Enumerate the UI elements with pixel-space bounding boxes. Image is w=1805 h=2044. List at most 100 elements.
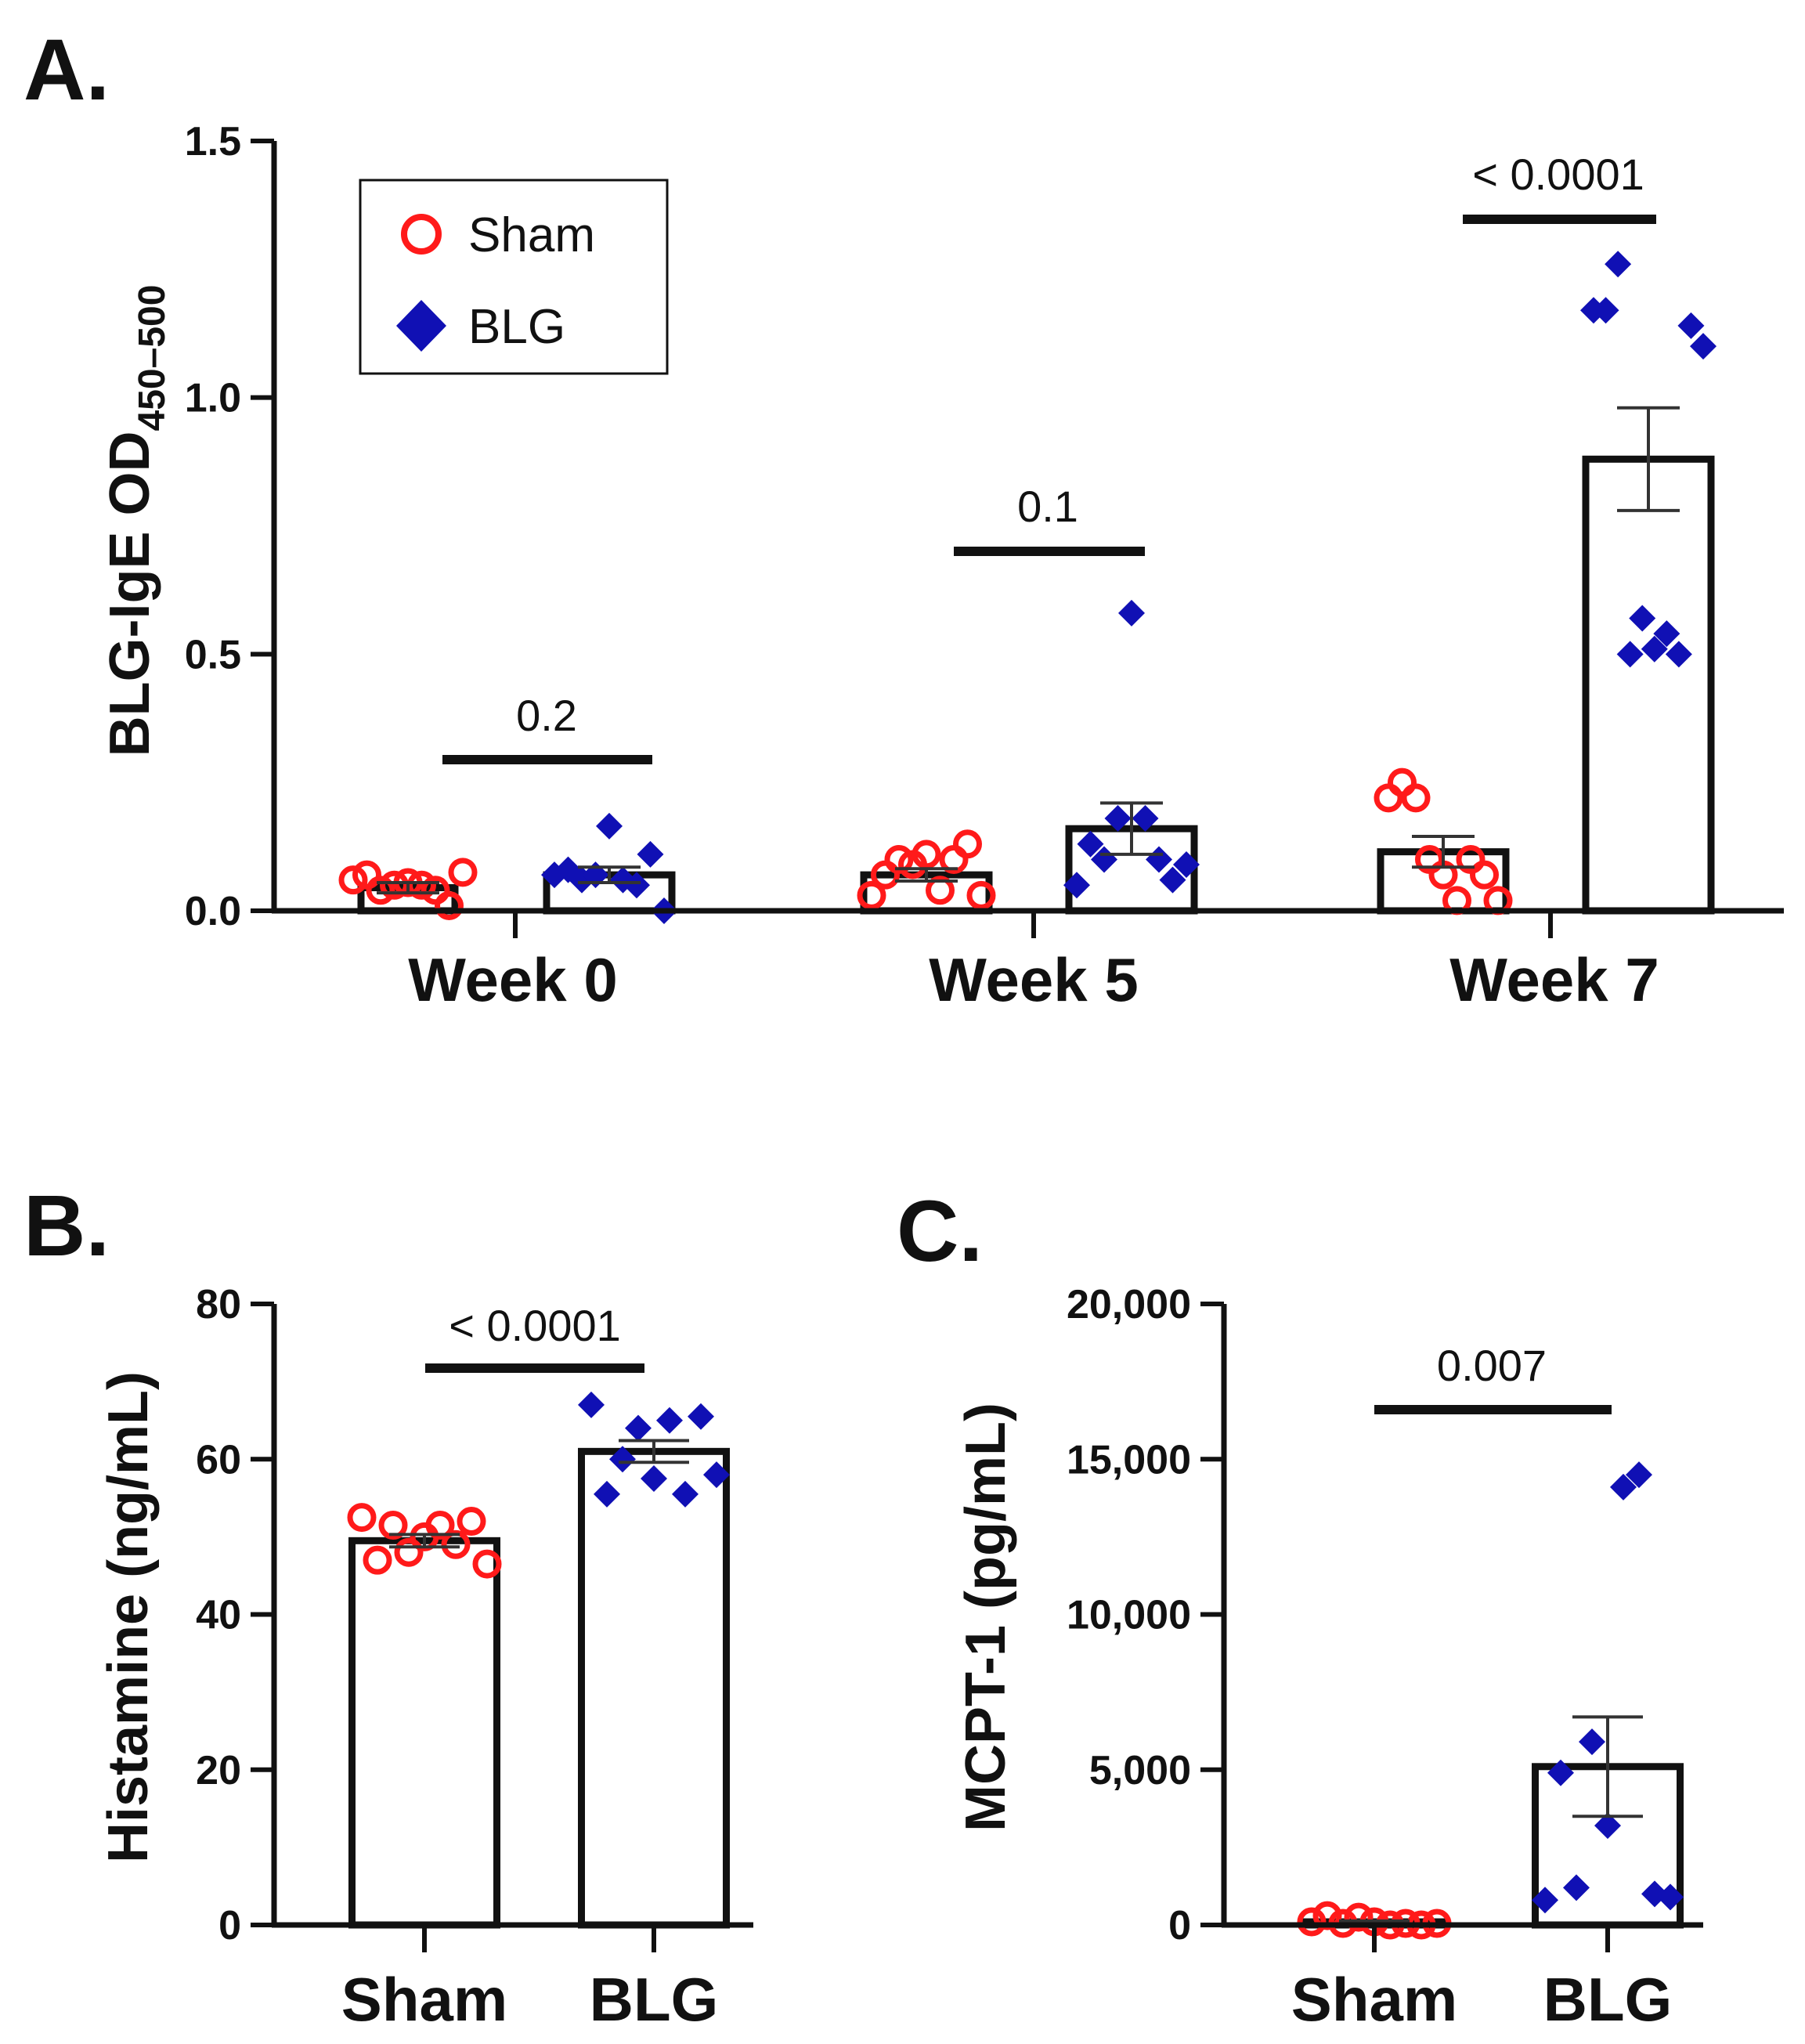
panel-b-category-blg: BLG <box>590 1965 719 2034</box>
panel-c-letter: C. <box>897 1183 983 1280</box>
y-tick-label: 0 <box>218 1903 241 1948</box>
panel-b-point-sham <box>378 1511 408 1540</box>
panel-b-point-sham <box>363 1545 392 1575</box>
legend-blg-marker <box>396 300 446 352</box>
y-tick-label: 0.5 <box>185 632 241 677</box>
panel-a-point-blg <box>596 812 623 840</box>
panel-b-point-blg <box>703 1461 730 1489</box>
panel-a-point-sham <box>884 844 914 874</box>
panel-c-point-blg <box>1563 1874 1590 1901</box>
panel-a-point-sham <box>966 880 996 910</box>
panel-a-point-sham <box>448 858 478 887</box>
panel-b-point-sham <box>441 1529 471 1559</box>
panel-b-point-blg <box>656 1407 683 1434</box>
panel-a-error-bars <box>377 406 1680 895</box>
legend-sham-marker <box>401 214 442 255</box>
y-tick-label: 0.0 <box>185 889 241 934</box>
panel-a-category-week7: Week 7 <box>1449 945 1659 1014</box>
panel-b-point-sham <box>425 1511 455 1540</box>
panel-a-point-blg <box>1104 805 1132 832</box>
panel-a-point-sham <box>338 865 368 895</box>
y-tick-label: 80 <box>196 1282 241 1327</box>
panel-a-point-blg <box>1077 830 1104 858</box>
panel-a-y-label-sub: 450–500 <box>132 285 173 432</box>
panel-b-point-sham <box>457 1507 486 1537</box>
y-tick-label: 5,000 <box>1089 1748 1191 1793</box>
panel-b-point-sham <box>347 1503 377 1533</box>
panel-b-point-blg <box>578 1391 605 1418</box>
panel-a-y-label-main: BLG-IgE OD <box>99 431 161 757</box>
panel-c-bars <box>1298 1763 1684 1929</box>
panel-a-point-sham <box>380 870 409 900</box>
panel-a-point-blg <box>1118 599 1145 627</box>
panel-a-point-blg <box>1132 805 1159 832</box>
y-tick-label: 1.0 <box>185 376 241 421</box>
panel-c-point-blg <box>1594 1812 1621 1840</box>
y-tick-label: 0 <box>1168 1903 1191 1948</box>
panel-c-category-sham: Sham <box>1291 1965 1457 2034</box>
panel-c-point-sham <box>1297 1907 1327 1937</box>
panel-a-point-blg <box>1605 251 1632 278</box>
panel-a-point-sham <box>407 870 436 900</box>
panel-a-point-sham <box>912 840 941 869</box>
panel-c-point-blg <box>1532 1887 1558 1914</box>
panel-b-y-ticks: 0 20 40 60 80 <box>196 1282 274 1948</box>
panel-b-bar-sham <box>348 1537 500 1929</box>
panel-a-point-sham <box>953 829 982 859</box>
panel-b-bars <box>348 1447 730 1929</box>
panel-c-point-blg <box>1579 1728 1605 1756</box>
panel-c-point-sham <box>1344 1902 1374 1932</box>
panel-b-point-blg <box>672 1480 699 1508</box>
panel-a-point-sham <box>1470 860 1499 890</box>
panel-a-legend: Sham BLG <box>359 179 669 375</box>
y-tick-label: 10,000 <box>1067 1593 1191 1638</box>
panel-a-point-blg <box>1629 605 1656 632</box>
legend-sham-label: Sham <box>468 208 595 262</box>
panel-a-points <box>338 251 1717 924</box>
panel-a-bar-blg-2 <box>1582 455 1715 915</box>
panel-a-point-blg <box>1146 846 1172 873</box>
panel-a-point-blg <box>1677 312 1705 339</box>
panel-b-point-blg <box>594 1480 620 1508</box>
panel-c-point-blg <box>1610 1473 1637 1500</box>
panel-b-y-label: Histamine (ng/mL) <box>97 1371 160 1863</box>
panel-b-point-sham <box>472 1549 502 1579</box>
panel-b-letter: B. <box>23 1178 110 1274</box>
svg-text:BLG-IgE OD450–500: BLG-IgE OD450–500 <box>99 285 173 757</box>
y-tick-label: 60 <box>196 1437 241 1482</box>
panel-a-point-sham <box>1401 783 1431 813</box>
panel-a-point-sham <box>366 876 395 905</box>
y-tick-label: 15,000 <box>1067 1437 1191 1482</box>
panel-b-point-blg <box>609 1446 636 1473</box>
panel-a-point-blg <box>1173 851 1200 879</box>
panel-a-point-blg <box>623 872 650 899</box>
panel-b-error-bars <box>389 1439 689 1549</box>
panel-c-category-blg: BLG <box>1543 1965 1673 2034</box>
panel-c-y-label: MCPT-1 (pg/mL) <box>955 1403 1017 1832</box>
panel-c-y-ticks: 0 5,000 10,000 15,000 20,000 <box>1067 1282 1224 1948</box>
panel-a-point-blg <box>1690 333 1717 360</box>
panel-a-point-sham <box>857 880 886 910</box>
panel-a-y-label: BLG-IgE OD450–500 <box>99 285 173 757</box>
panel-b-point-sham <box>394 1537 424 1567</box>
y-tick-label: 40 <box>196 1593 241 1638</box>
panel-a-point-blg <box>1653 620 1680 648</box>
panel-a-point-blg <box>1063 872 1090 899</box>
y-tick-label: 20 <box>196 1748 241 1793</box>
legend-blg-label: BLG <box>468 300 565 354</box>
panel-a-point-blg <box>1159 866 1186 894</box>
panel-a-pvalue-week5: 0.1 <box>1017 482 1078 531</box>
panel-a-point-blg <box>1616 641 1644 668</box>
panel-a-pvalue-week0: 0.2 <box>516 691 577 740</box>
panel-a-point-blg <box>637 840 664 868</box>
panel-b-points <box>347 1391 730 1579</box>
panel-c: C. MCPT-1 (pg/mL) 0 5,000 10,000 15,000 20,0… <box>897 1183 1703 2034</box>
panel-a: A. BLG-IgE OD450–500 0.0 0.5 1.0 1.5 Week 0… <box>23 22 1784 1014</box>
legend-box <box>359 179 669 375</box>
y-tick-label: 20,000 <box>1067 1282 1191 1327</box>
panel-a-point-sham <box>435 890 464 920</box>
panel-b-point-blg <box>625 1414 652 1442</box>
panel-c-point-blg <box>1657 1883 1684 1911</box>
